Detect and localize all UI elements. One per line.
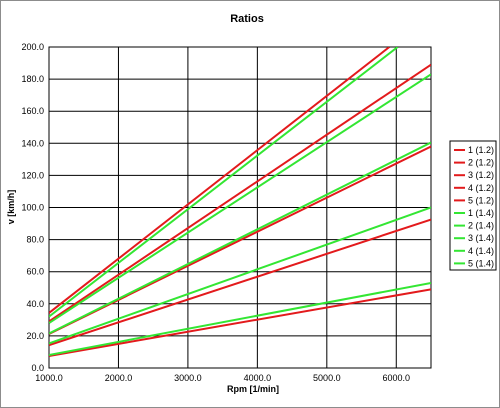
- legend-label: 1 (1.2): [468, 145, 494, 155]
- series-line-4: [49, 63, 431, 323]
- y-tick-label: 180.0: [21, 74, 44, 84]
- x-tick-label: 5000.0: [313, 373, 341, 383]
- series-line-5: [49, 47, 390, 314]
- x-tick-labels: 1000.0 2000.0 3000.0 4000.0 5000.0 6000.0: [35, 373, 410, 383]
- legend-label: 2 (1.4): [468, 221, 494, 231]
- y-axis-title: v [km/h]: [6, 190, 16, 225]
- x-tick-label: 2000.0: [105, 373, 133, 383]
- x-tick-label: 4000.0: [244, 373, 272, 383]
- series-line-2: [49, 218, 431, 347]
- series-line-8: [49, 141, 431, 335]
- x-axis-title: Rpm [1/min]: [227, 384, 279, 394]
- series-line-6: [49, 281, 431, 356]
- y-tick-labels: 0.0 20.0 40.0 60.0 80.0 100.0 120.0 140.0 160.0 1…: [21, 42, 44, 373]
- x-tick-label: 6000.0: [383, 373, 411, 383]
- y-tick-label: 60.0: [26, 267, 44, 277]
- legend-label: 4 (1.2): [468, 183, 494, 193]
- y-tick-label: 40.0: [26, 299, 44, 309]
- legend-label: 2 (1.2): [468, 158, 494, 168]
- legend-label: 3 (1.2): [468, 170, 494, 180]
- y-tick-label: 0.0: [31, 363, 44, 373]
- y-tick-label: 140.0: [21, 138, 44, 148]
- chart-title: Ratios: [230, 13, 264, 25]
- y-tick-label: 20.0: [26, 331, 44, 341]
- legend-label: 3 (1.4): [468, 233, 494, 243]
- legend-label: 5 (1.4): [468, 258, 494, 268]
- y-tick-label: 100.0: [21, 203, 44, 213]
- legend: 1 (1.2) 2 (1.2) 3 (1.2) 4 (1.2) 5 (1.2) 1 (1.…: [449, 140, 497, 271]
- series-line-10: [49, 47, 399, 318]
- y-tick-label: 80.0: [26, 235, 44, 245]
- y-tick-label: 120.0: [21, 170, 44, 180]
- series-line-9: [49, 73, 431, 324]
- legend-label: 1 (1.4): [468, 208, 494, 218]
- series-line-1: [49, 288, 431, 357]
- legend-label: 5 (1.2): [468, 195, 494, 205]
- y-tick-label: 200.0: [21, 42, 44, 52]
- y-tick-label: 160.0: [21, 106, 44, 116]
- x-tick-label: 3000.0: [174, 373, 202, 383]
- x-tick-label: 1000.0: [35, 373, 63, 383]
- series-line-7: [49, 206, 431, 345]
- series-group: [49, 47, 431, 357]
- legend-label: 4 (1.4): [468, 246, 494, 256]
